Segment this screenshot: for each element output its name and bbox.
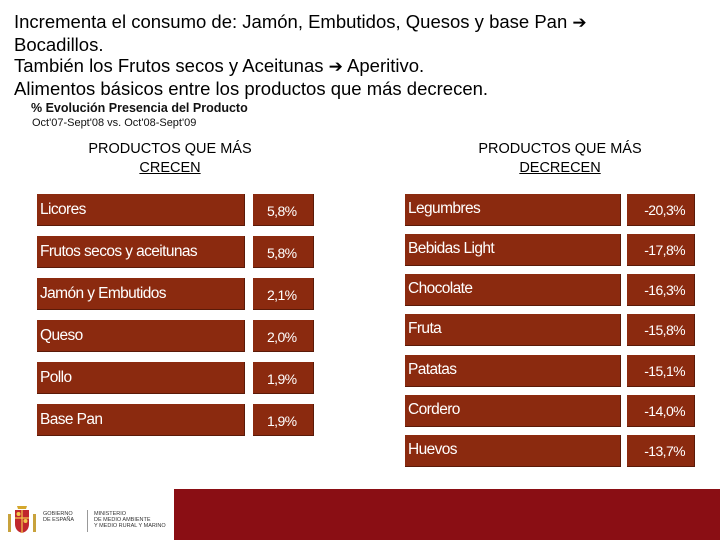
headline-line-3: También los Frutos secos y Aceitunas ➔ A… (14, 55, 425, 76)
declining-product-name: Huevos (405, 435, 621, 467)
growing-product-name: Base Pan (37, 404, 245, 436)
declining-product-value: -17,8% (627, 234, 695, 266)
growing-product-value: 1,9% (253, 362, 314, 394)
declining-product-name: Cordero (405, 395, 621, 427)
growing-product-value: 2,0% (253, 320, 314, 352)
headline-line-2: Bocadillos. (14, 33, 104, 55)
growing-product-name: Licores (37, 194, 245, 226)
declining-product-value: -15,1% (627, 355, 695, 387)
declining-product-name: Chocolate (405, 274, 621, 306)
right-column-title: PRODUCTOS QUE MÁS DECRECEN (478, 141, 642, 176)
footer-red-band (174, 489, 720, 540)
government-label: GOBIERNO DE ESPAÑA (43, 511, 75, 523)
growing-product-name: Pollo (37, 362, 245, 394)
declining-product-name: Fruta (405, 314, 621, 346)
declining-product-name: Patatas (405, 355, 621, 387)
headline-line-4: Alimentos básicos entre los productos qu… (14, 77, 489, 99)
arrow-right-icon: ➔ (572, 13, 587, 32)
declining-product-name: Bebidas Light (405, 234, 621, 266)
arrow-right-icon: ➔ (328, 57, 343, 76)
growing-product-name: Frutos secos y aceitunas (37, 236, 245, 268)
declining-product-value: -13,7% (627, 435, 695, 467)
footer-divider (87, 510, 88, 532)
headline: Incrementa el consumo de: Jamón, Embutid… (14, 11, 714, 99)
growing-product-value: 1,9% (253, 404, 314, 436)
declining-product-value: -20,3% (627, 194, 695, 226)
declining-product-value: -15,8% (627, 314, 695, 346)
headline-line-1: Incrementa el consumo de: Jamón, Embutid… (14, 11, 587, 32)
period-label: Oct'07-Sept'08 vs. Oct'08-Sept'09 (32, 117, 197, 129)
growing-product-name: Queso (37, 320, 245, 352)
declining-product-value: -16,3% (627, 274, 695, 306)
declining-product-value: -14,0% (627, 395, 695, 427)
declining-product-name: Legumbres (405, 194, 621, 226)
left-column-title: PRODUCTOS QUE MÁS CRECEN (88, 141, 252, 176)
ministry-label: MINISTERIO DE MEDIO AMBIENTE Y MEDIO RUR… (94, 511, 166, 529)
growing-product-value: 5,8% (253, 236, 314, 268)
subtitle: % Evolución Presencia del Producto (31, 101, 248, 115)
growing-product-value: 2,1% (253, 278, 314, 310)
coat-of-arms-icon (8, 506, 36, 533)
growing-product-name: Jamón y Embutidos (37, 278, 245, 310)
growing-product-value: 5,8% (253, 194, 314, 226)
